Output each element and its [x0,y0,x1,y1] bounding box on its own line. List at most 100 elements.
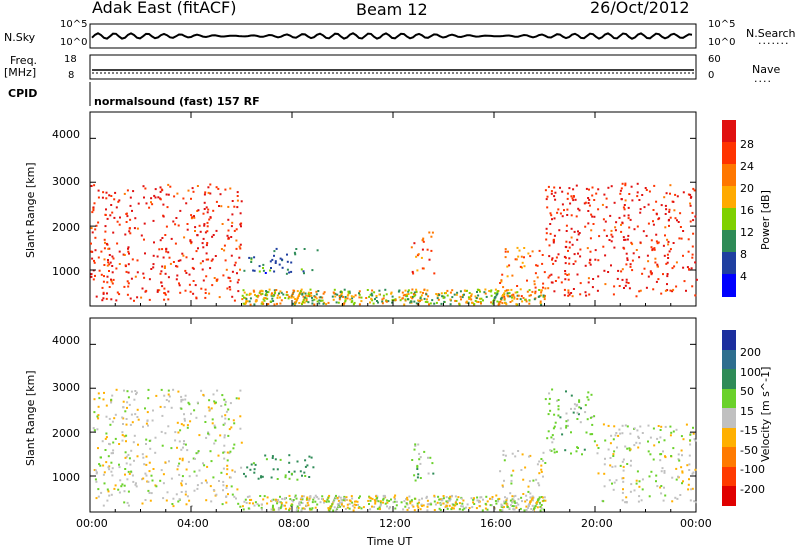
data-cell [660,485,663,487]
data-cell [677,221,680,223]
data-cell [195,296,198,299]
data-cell [112,257,115,260]
data-cell [656,485,659,488]
data-cell [615,221,618,224]
data-cell [327,496,330,499]
data-cell [572,263,575,265]
data-cell [319,296,322,299]
data-cell [306,501,309,504]
data-cell [534,286,537,289]
data-cell [301,292,304,295]
data-cell [517,498,520,501]
data-cell [122,423,124,425]
data-cell [186,228,189,231]
data-cell [565,424,568,427]
data-cell [415,302,418,305]
data-cell [117,200,120,203]
data-cell [262,298,265,301]
data-cell [509,295,512,298]
data-cell [302,295,305,298]
data-cell [125,423,128,426]
data-cell [103,247,106,250]
data-cell [174,223,177,226]
data-cell [281,258,284,261]
data-cell [323,501,325,504]
data-cell [197,247,199,250]
data-cell [182,197,185,200]
data-cell [107,490,110,493]
data-cell [672,200,675,203]
data-cell [621,182,624,185]
data-cell [142,185,145,188]
vel-cbar-tick-m100: -100 [740,463,765,476]
data-cell [618,428,621,431]
data-cell [637,437,640,439]
data-cell [124,410,127,413]
data-cell [95,224,98,227]
data-cell [157,196,160,199]
data-cell [572,288,575,290]
vel-cbar-tick-15: 15 [740,405,754,418]
data-cell [632,252,635,255]
data-cell [485,495,488,498]
data-cell [470,298,473,301]
data-cell [304,459,307,462]
data-cell [170,447,173,450]
data-cell [305,297,308,300]
data-cell [228,452,231,455]
data-cell [97,196,100,199]
data-cell [245,299,248,302]
data-cell [612,293,615,296]
data-cell [343,288,346,291]
data-cell [96,428,99,431]
data-cell [635,249,638,251]
data-cell [681,454,683,457]
data-cell [276,302,278,305]
data-cell [689,499,692,502]
data-cell [517,503,520,506]
data-cell [575,184,578,187]
data-cell [93,429,96,432]
data-cell [306,464,309,467]
data-cell [246,300,249,303]
data-cell [167,251,170,254]
data-cell [236,199,239,202]
data-cell [409,500,412,503]
data-cell [563,288,566,291]
data-cell [226,468,229,471]
data-cell [565,240,568,243]
data-cell [494,500,497,502]
data-cell [453,293,456,296]
data-cell [327,507,330,510]
data-cell [446,507,449,510]
data-cell [305,300,308,303]
data-cell [565,426,568,429]
data-cell [472,498,475,501]
data-cell [626,238,629,241]
data-cell [238,256,241,259]
data-cell [202,246,205,249]
data-cell [567,249,569,252]
data-cell [331,502,334,505]
data-cell [585,294,588,297]
data-cell [411,297,414,300]
data-cell [515,303,518,306]
data-cell [685,423,688,426]
data-cell [653,247,656,250]
data-cell [239,389,242,392]
data-cell [512,495,515,498]
data-cell [551,258,553,261]
data-cell [441,497,444,500]
data-cell [623,238,626,241]
data-cell [263,299,266,302]
data-cell [376,496,379,499]
data-cell [572,188,575,191]
data-cell [178,457,181,460]
data-cell [244,498,247,501]
data-cell [508,264,511,267]
data-cell [569,202,572,205]
data-cell [140,296,143,299]
data-cell [193,489,196,492]
data-cell [420,256,423,259]
data-cell [673,265,676,268]
